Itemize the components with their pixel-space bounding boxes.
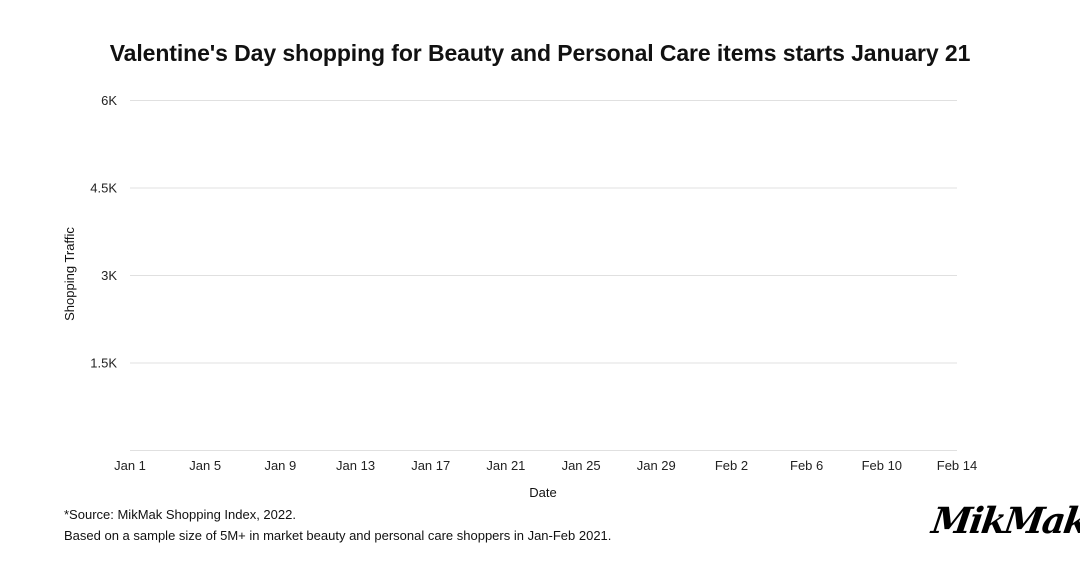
- y-tick-label: 1.5K: [90, 356, 117, 371]
- gridlines: [130, 100, 957, 451]
- x-tick-label: Jan 13: [336, 458, 375, 473]
- x-tick-label: Feb 14: [937, 458, 977, 473]
- x-tick-label: Jan 1: [114, 458, 146, 473]
- y-tick-label: 6K: [101, 93, 117, 108]
- x-tick-label: Jan 29: [637, 458, 676, 473]
- chart-title: Valentine's Day shopping for Beauty and …: [109, 40, 971, 66]
- footnote-source: *Source: MikMak Shopping Index, 2022.: [64, 507, 296, 522]
- x-tick-labels: Jan 1 Jan 5 Jan 9 Jan 13 Jan 17 Jan 21 Jan 25 J…: [114, 458, 977, 473]
- x-tick-label: Jan 17: [411, 458, 450, 473]
- x-tick-label: Jan 9: [264, 458, 296, 473]
- y-axis-title: Shopping Traffic: [62, 227, 77, 321]
- x-tick-label: Feb 6: [790, 458, 823, 473]
- x-tick-label: Jan 5: [189, 458, 221, 473]
- x-axis-title: Date: [529, 485, 556, 500]
- footnote: *Source: MikMak Shopping Index, 2022. Ba…: [64, 504, 611, 546]
- x-tick-label: Feb 10: [862, 458, 902, 473]
- y-tick-label: 4.5K: [90, 181, 117, 196]
- mikmak-logo: MikMak: [929, 500, 1080, 542]
- x-tick-label: Jan 25: [562, 458, 601, 473]
- y-tick-label: 3K: [101, 268, 117, 283]
- y-tick-labels: 1.5K 3K 4.5K 6K: [90, 93, 117, 371]
- x-tick-label: Jan 21: [486, 458, 525, 473]
- x-tick-label: Feb 2: [715, 458, 748, 473]
- footnote-sample: Based on a sample size of 5M+ in market …: [64, 528, 612, 543]
